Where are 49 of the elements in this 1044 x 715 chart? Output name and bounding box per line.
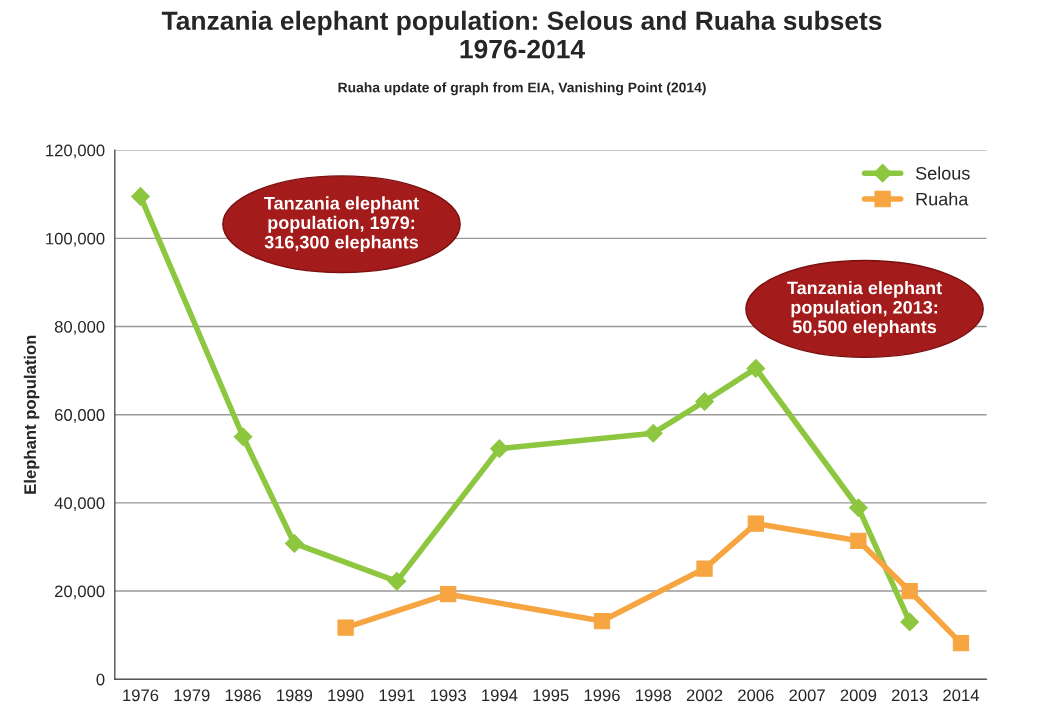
- point: [337, 619, 354, 636]
- point: [900, 612, 920, 632]
- x-tick-label: 2014: [943, 689, 979, 702]
- x-tick-label: 1994: [482, 689, 518, 702]
- point: [439, 585, 457, 603]
- x-tick-label: 2007: [789, 689, 825, 702]
- y-tick-label: 0: [96, 673, 105, 686]
- x-tick-label: 1990: [328, 689, 364, 702]
- x-tick-label: 1995: [533, 689, 569, 702]
- legend-label: Selous: [915, 166, 970, 180]
- point: [746, 359, 766, 378]
- point: [131, 187, 150, 206]
- y-axis-title: Elephant population: [23, 335, 40, 494]
- y-tick-label: 40,000: [54, 497, 105, 512]
- annotation: Tanzania elephant population, 1979: 316,300 elephants: [264, 196, 419, 253]
- point: [284, 534, 304, 553]
- point: [901, 582, 918, 600]
- point: [233, 427, 253, 447]
- point: [593, 612, 611, 630]
- x-tick-label: 1986: [225, 689, 261, 702]
- x-tick-label: 1976: [123, 689, 159, 702]
- chart-title: Tanzania elephant population: Selous and Ruaha subsets 1976-2014: [161, 10, 882, 59]
- x-tick-label: 2002: [686, 689, 723, 702]
- y-tick-label: 20,000: [54, 585, 105, 600]
- point: [850, 532, 867, 549]
- x-tick-label: 1996: [584, 689, 620, 702]
- point: [849, 498, 868, 518]
- annotation: Tanzania elephant population, 2013: 50,500 elephants: [787, 281, 942, 337]
- x-tick-label: 1993: [430, 689, 466, 702]
- y-tick-label: 120,000: [46, 144, 105, 159]
- point: [643, 423, 663, 443]
- x-tick-label: 1989: [277, 689, 313, 702]
- x-tick-label: 2009: [840, 689, 877, 702]
- x-tick-label: 2006: [738, 689, 774, 702]
- legend-label: Ruaha: [916, 192, 969, 206]
- point: [696, 560, 713, 577]
- x-tick-label: 1998: [636, 689, 672, 702]
- chart-subtitle: Ruaha update of graph from EIA, Vanishing Point (2014): [338, 82, 706, 96]
- x-tick-label: 1979: [174, 689, 210, 702]
- point: [747, 515, 764, 532]
- point: [490, 439, 509, 459]
- y-tick-label: 100,000: [46, 232, 105, 247]
- x-tick-label: 1991: [379, 689, 415, 702]
- y-tick-label: 80,000: [54, 320, 105, 335]
- point: [695, 392, 714, 411]
- point: [952, 634, 970, 652]
- x-tick-label: 2013: [891, 689, 928, 702]
- y-tick-label: 60,000: [54, 409, 105, 423]
- point: [387, 572, 407, 591]
